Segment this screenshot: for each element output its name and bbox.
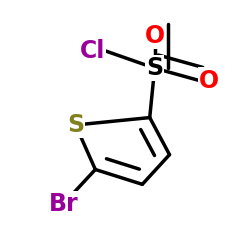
Text: Cl: Cl (80, 39, 105, 63)
Text: Br: Br (48, 192, 78, 216)
Text: O: O (199, 68, 219, 92)
Text: O: O (144, 24, 165, 48)
Text: S: S (67, 113, 84, 137)
Text: S: S (146, 56, 163, 80)
